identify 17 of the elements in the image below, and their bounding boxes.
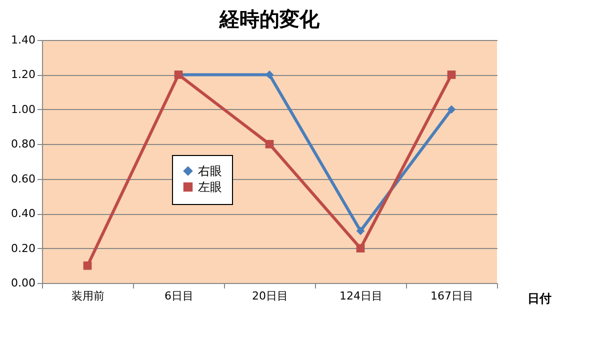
y-tick-label: 0.20 xyxy=(11,242,36,255)
legend-label: 左眼 xyxy=(198,180,222,194)
legend-label: 右眼 xyxy=(198,164,222,178)
x-tick-label: 6日目 xyxy=(164,290,194,302)
y-tick-label: 1.00 xyxy=(11,102,36,116)
x-tick-label: 167日目 xyxy=(430,290,474,302)
y-tick-label: 0.40 xyxy=(11,207,36,220)
chart-title: 経時的変化 xyxy=(218,7,320,31)
x-tick-label: 20日目 xyxy=(252,290,288,302)
x-axis-title: 日付 xyxy=(528,292,552,306)
y-tick-label: 1.20 xyxy=(11,68,36,82)
y-tick-label: 0.60 xyxy=(11,172,36,186)
y-tick-label: 1.40 xyxy=(11,34,36,46)
x-tick-label: 装用前 xyxy=(72,290,104,302)
y-tick-label: 0.00 xyxy=(11,276,36,290)
y-tick-label: 0.80 xyxy=(11,138,36,151)
x-tick-label: 124日目 xyxy=(340,290,382,302)
